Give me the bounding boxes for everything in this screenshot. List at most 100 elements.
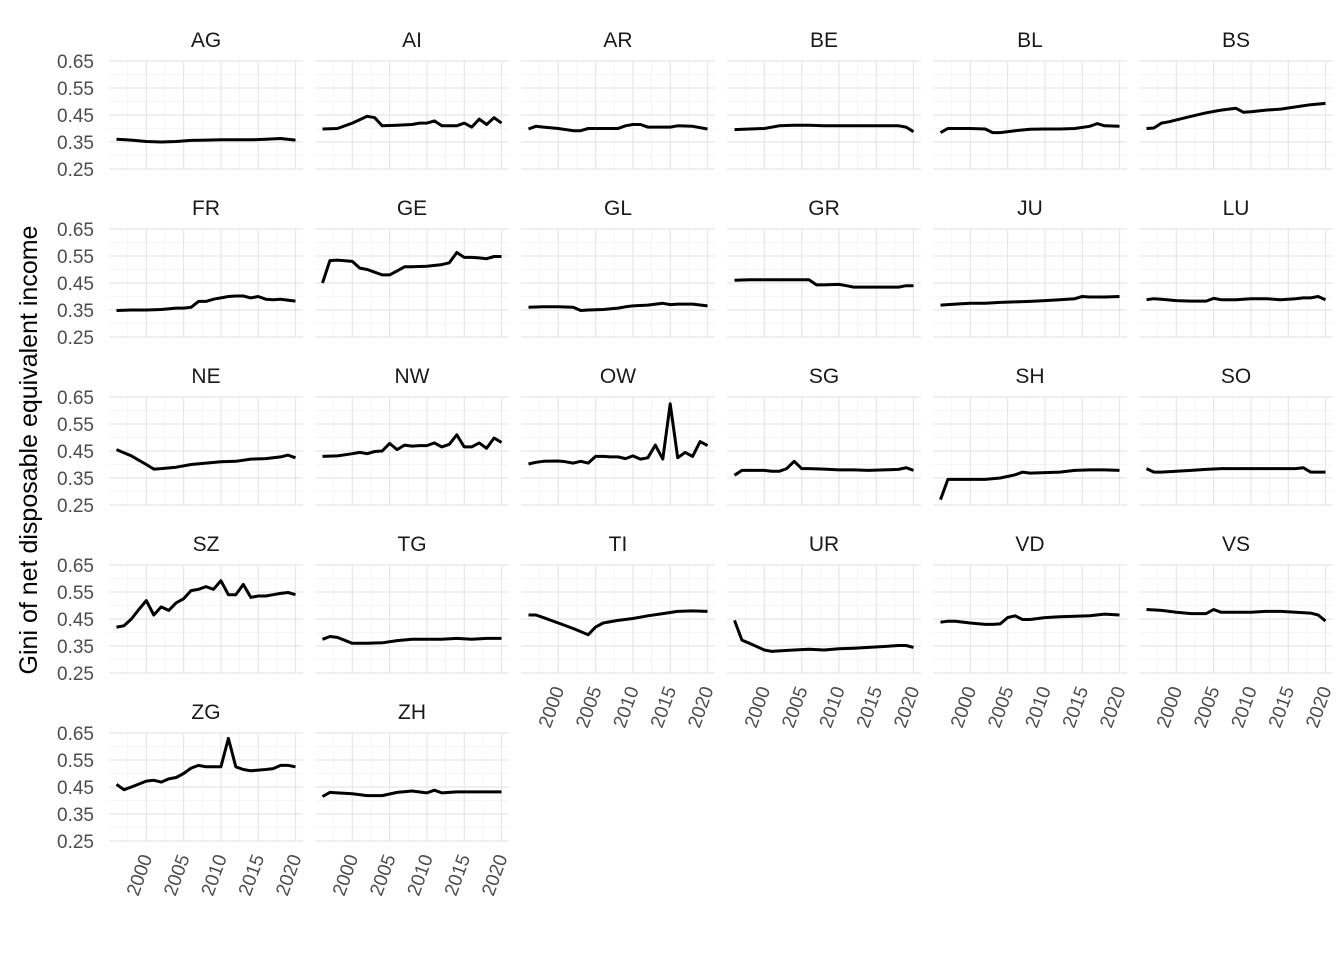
series-line-zh	[321, 788, 502, 798]
facet-title: LU	[1223, 197, 1250, 220]
series-line-bl	[939, 122, 1120, 135]
facet-title: GR	[808, 197, 840, 220]
series-line-ju	[940, 295, 1120, 307]
y-tick-label: 0.65	[57, 724, 94, 745]
y-tick-label: 0.55	[57, 583, 94, 604]
x-tick-label: 2020	[890, 684, 924, 731]
x-tick-label: 2000	[1153, 684, 1187, 731]
panel-fr: FR 0.25 0.35 0.45 0.55 0.65	[57, 197, 303, 349]
y-tick-label: 0.35	[57, 301, 94, 322]
facet-title: OW	[600, 365, 636, 388]
series-line-ag	[116, 137, 296, 144]
panel-be: BE	[727, 29, 921, 170]
y-tick-label: 0.45	[57, 610, 94, 631]
series-line-ow	[528, 402, 709, 466]
y-tick-label: 0.25	[57, 328, 94, 349]
x-tick-label: 2005	[366, 852, 400, 899]
x-tick-label: 2020	[478, 852, 512, 899]
series-line-nw	[322, 433, 503, 458]
x-tick-label: 2005	[984, 684, 1018, 731]
y-tick-label: 0.65	[57, 220, 94, 241]
series-line-sg	[733, 459, 915, 477]
series-line-be	[734, 123, 915, 133]
facet-title: BL	[1017, 29, 1043, 52]
series-line-ne	[115, 448, 297, 471]
panel-bl: BL	[933, 29, 1127, 170]
series-line-sz	[116, 579, 296, 629]
x-tick-label: 2010	[1228, 684, 1262, 731]
y-tick-label: 0.55	[57, 415, 94, 436]
panel-ju: JU	[933, 197, 1127, 338]
x-tick-label: 2010	[1022, 684, 1056, 731]
panel-ow: OW	[521, 365, 715, 506]
x-tick-label: 2010	[816, 684, 850, 731]
panel-sg: SG	[727, 365, 921, 506]
series-line-bs	[1146, 101, 1326, 130]
panel-vs: VS 2000 2005 2010 2015 2020	[1139, 533, 1336, 731]
series-line-gr	[734, 278, 914, 289]
facet-title: VD	[1015, 533, 1044, 556]
series-line-ti	[528, 609, 708, 637]
series-line-ai	[322, 114, 503, 131]
series-line-fr	[116, 294, 296, 312]
x-tick-label: 2015	[1265, 684, 1299, 731]
panel-zh: ZH 2000 2005 2010 2015 2020	[315, 701, 512, 899]
x-tick-label: 2005	[572, 684, 606, 731]
facet-title: SH	[1015, 365, 1044, 388]
x-tick-label: 2015	[1059, 684, 1093, 731]
y-tick-label: 0.35	[57, 133, 94, 154]
facet-title: JU	[1017, 197, 1043, 220]
facet-title: VS	[1222, 533, 1250, 556]
facet-title: BS	[1222, 29, 1250, 52]
panel-ne: NE 0.25 0.35 0.45 0.55 0.65	[57, 365, 303, 517]
x-tick-label: 2000	[947, 684, 981, 731]
x-tick-label: 2010	[404, 852, 438, 899]
x-tick-label: 2000	[535, 684, 569, 731]
y-tick-label: 0.65	[57, 52, 94, 73]
x-tick-label: 2010	[610, 684, 644, 731]
panel-ai: AI	[315, 29, 509, 170]
panel-tg: TG	[315, 533, 509, 674]
panel-gr: GR	[727, 197, 921, 338]
series-line-zg	[115, 736, 296, 792]
facet-title: ZG	[191, 701, 220, 724]
y-tick-label: 0.55	[57, 79, 94, 100]
facet-title: NW	[395, 365, 430, 388]
panel-gl: GL	[521, 197, 715, 338]
y-tick-label: 0.65	[57, 556, 94, 577]
series-line-ur	[733, 619, 914, 653]
y-tick-label: 0.55	[57, 751, 94, 772]
series-line-sh	[939, 468, 1120, 501]
y-tick-label: 0.35	[57, 469, 94, 490]
facet-title: AG	[191, 29, 221, 52]
series-line-gl	[528, 301, 708, 312]
y-tick-label: 0.25	[57, 832, 94, 853]
facet-title: BE	[810, 29, 838, 52]
x-tick-label: 2015	[647, 684, 681, 731]
facet-title: AR	[603, 29, 632, 52]
series-line-so	[1145, 466, 1326, 474]
facet-title: FR	[192, 197, 220, 220]
series-line-ar	[527, 123, 708, 133]
x-tick-label: 2000	[329, 852, 363, 899]
x-tick-label: 2005	[778, 684, 812, 731]
series-line-lu	[1146, 295, 1327, 303]
facet-title: ZH	[398, 701, 426, 724]
panel-ti: TI 2000 2005 2010 2015 2020	[521, 533, 718, 731]
facet-title: UR	[809, 533, 839, 556]
series-line-vs	[1146, 608, 1327, 623]
panel-nw: NW	[315, 365, 509, 506]
y-axis-title: Gini of net disposable equivalent income	[15, 226, 43, 675]
panels: AG 0.25 0.35 0.45 0.55 0.65 AI AR BE BL BS FR 0.25 0.…	[57, 29, 1336, 899]
panel-ur: UR 2000 2005 2010 2015 2020	[727, 533, 924, 731]
facet-title: GL	[604, 197, 632, 220]
panel-lu: LU	[1139, 197, 1333, 338]
panel-ge: GE	[315, 197, 509, 338]
y-tick-label: 0.25	[57, 664, 94, 685]
y-tick-label: 0.65	[57, 388, 94, 409]
panel-sz: SZ 0.25 0.35 0.45 0.55 0.65	[57, 533, 303, 685]
facet-title: TG	[397, 533, 426, 556]
panel-bs: BS	[1139, 29, 1333, 170]
y-tick-label: 0.35	[57, 637, 94, 658]
